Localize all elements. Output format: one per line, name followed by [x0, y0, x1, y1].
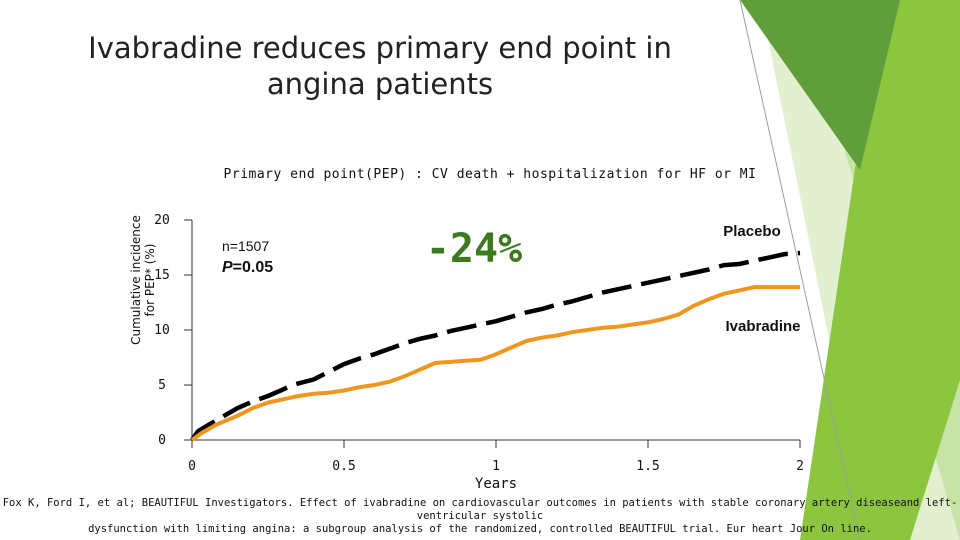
series-label-placebo: Placebo — [723, 223, 781, 240]
y-tick-label: 0 — [158, 433, 166, 448]
citation-line-1: Fox K, Ford I, et al; BEAUTIFUL Investig… — [2, 497, 958, 522]
series-label-ivabradine: Ivabradine — [725, 318, 800, 335]
chart-axes — [184, 219, 801, 448]
slide-title-line-1: Ivabradine reduces primary end point in — [88, 31, 672, 65]
x-tick-label: 0.5 — [332, 459, 355, 474]
annotation-p-value: P=0.05 — [222, 259, 273, 276]
deco-triangle-green — [800, 0, 960, 540]
x-tick-label: 0 — [188, 459, 196, 474]
x-axis-label: Years — [475, 476, 517, 492]
slide-title-line-2: angina patients — [266, 67, 494, 101]
deco-thin-line — [739, 0, 861, 540]
series-line-ivabradine — [190, 285, 800, 442]
chart-title: Primary end point(PEP) : CV death + hosp… — [223, 167, 757, 182]
citation-line-2: dysfunction with limiting angina: a subg… — [88, 523, 872, 535]
chart-labels: 0 5 10 15 20 0 0.5 1 1.5 2 Years Placebo Ivabradine n… — [154, 213, 804, 492]
x-tick-label: 1.5 — [636, 459, 659, 474]
annotation-n: n=1507 — [222, 238, 269, 254]
annotation-reduction: -24% — [426, 226, 522, 272]
y-tick-label: 20 — [154, 213, 170, 228]
x-tick-label: 2 — [796, 459, 804, 474]
y-tick-label: 15 — [154, 268, 170, 283]
deco-triangle-dark — [740, 0, 900, 170]
series-line-placebo — [190, 250, 801, 442]
x-tick-label: 1 — [492, 459, 500, 474]
y-tick-label: 5 — [158, 378, 166, 393]
chart-lines — [190, 250, 801, 442]
annotation-p-number: =0.05 — [233, 259, 274, 276]
citation: Fox K, Ford I, et al; BEAUTIFUL Investig… — [0, 497, 960, 536]
y-tick-label: 10 — [154, 323, 170, 338]
slide-title: Ivabradine reduces primary end point in … — [60, 30, 700, 102]
annotation-p-symbol: P — [222, 259, 233, 276]
